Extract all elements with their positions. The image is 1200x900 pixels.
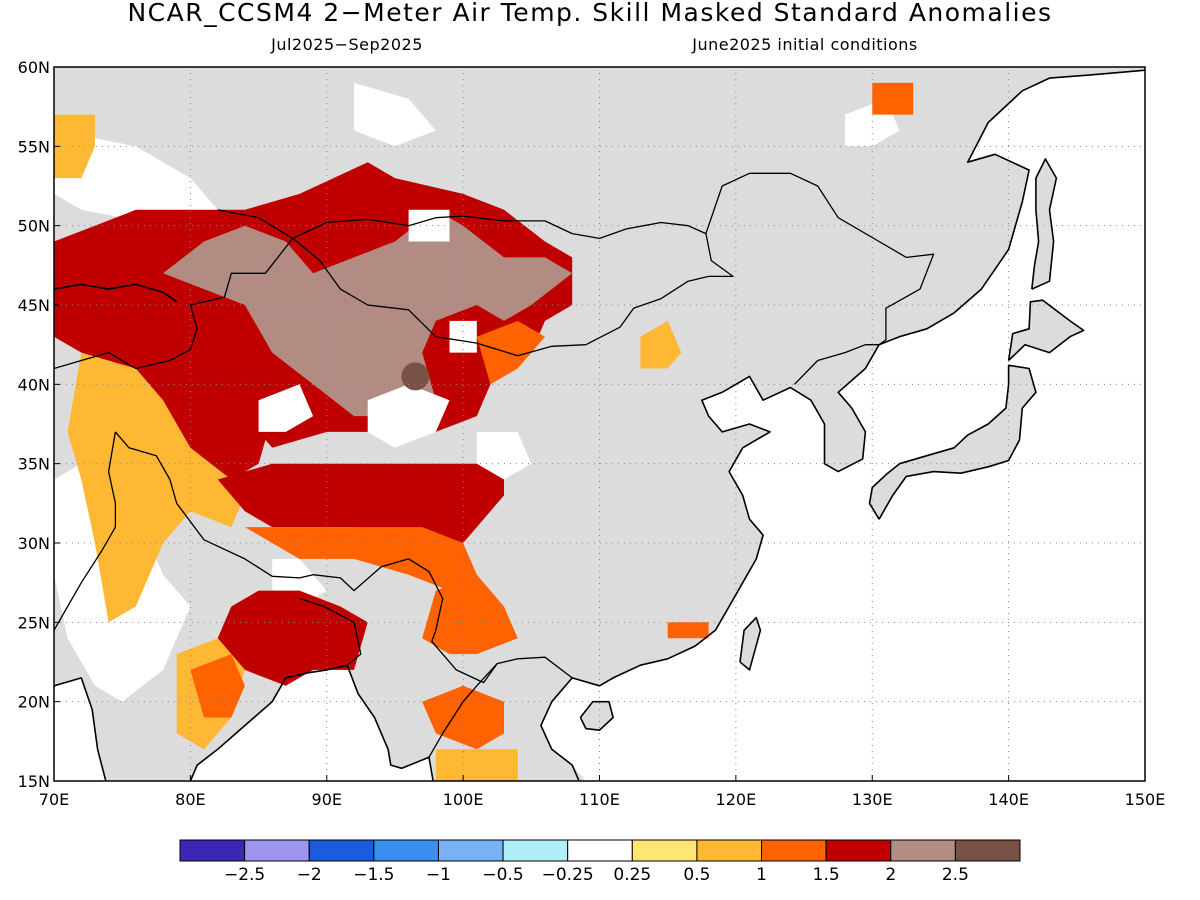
colorbar-swatch [696, 839, 763, 862]
colorbar-swatch [244, 839, 310, 862]
lat-label: 45N [18, 296, 50, 315]
colorbar-swatch [373, 839, 439, 862]
extreme-anomaly-spot [401, 362, 430, 391]
graticule [54, 67, 1145, 781]
russia-china-border [217, 172, 935, 346]
bangladesh-border [299, 597, 362, 666]
colorbar-label: −1.5 [353, 865, 394, 885]
sakhalin [1031, 158, 1058, 290]
lon-label: 120E [716, 790, 757, 809]
hainan-land [580, 701, 614, 731]
colorbar-swatch [954, 839, 1021, 862]
taiwan-land [740, 617, 761, 670]
sakhalin-land [1031, 159, 1057, 290]
lat-label: 30N [18, 534, 50, 553]
tibet-southern-margin [244, 527, 477, 591]
lat-label: 25N [18, 613, 50, 632]
honshu-land [869, 365, 1036, 520]
colorbar-swatch [502, 839, 569, 862]
lon-label: 70E [39, 790, 69, 809]
colorbar-swatch [761, 839, 827, 862]
bay-of-bengal-coast [271, 664, 434, 781]
honshu [868, 364, 1037, 520]
north-china-patch [640, 320, 682, 369]
colorbar-label: −0.25 [542, 865, 594, 885]
mongolia-kazakh-extreme-anomaly [163, 209, 573, 417]
colorbar-label: −1 [426, 865, 451, 885]
arctic-blank [354, 82, 436, 147]
lat-label: 20N [18, 693, 50, 712]
indochina-warm-patch [435, 749, 518, 781]
colorbar-label: 0.25 [613, 865, 651, 885]
china-coast [571, 69, 1145, 687]
western-siberia-blank [54, 130, 218, 226]
lat-label: 35N [18, 455, 50, 474]
lat-label: 60N [18, 58, 50, 77]
arabian-sea [54, 677, 106, 781]
india-east-coast [189, 701, 273, 781]
colorbar-label: 1 [756, 865, 767, 885]
hokkaido [1007, 299, 1085, 362]
hainan [579, 700, 614, 732]
colorbar-label: 2.5 [942, 865, 969, 885]
lat-label: 55N [18, 137, 50, 156]
plateau-gap-1 [367, 384, 450, 448]
colorbar-label: −0.5 [482, 865, 523, 885]
colorbar-label: 1.5 [813, 865, 840, 885]
central-asia-warm-tongue [67, 336, 245, 623]
lon-label: 130E [852, 790, 893, 809]
figure-title: NCAR_CCSM4 2−Meter Air Temp. Skill Maske… [127, 0, 1052, 27]
map-panel [53, 66, 1146, 782]
latitude-labels: 15N 20N 25N 30N 35N 40N 45N 50N 55N 60N [18, 58, 60, 791]
forecast-period: Jul2025−Sep2025 [270, 35, 423, 54]
central-gap [449, 320, 477, 353]
initial-conditions: June2025 initial conditions [691, 35, 918, 54]
central-asia-borders [54, 348, 191, 370]
colorbar: −2.5 −2 −1.5 −1 −0.5 −0.25 0.25 0.5 1 1.5 2 2.5 [179, 839, 1021, 885]
lon-label: 150E [1125, 790, 1166, 809]
south-china-orange-patch [667, 622, 709, 639]
colorbar-swatch [437, 839, 504, 862]
ocean-area [540, 70, 1145, 781]
bay-of-bengal [190, 665, 434, 781]
lon-label: 100E [443, 790, 484, 809]
himalaya-bengal-strong [217, 590, 368, 686]
lon-label: 110E [579, 790, 620, 809]
western-siberia-warm-edge [54, 114, 95, 179]
mongolia-china-border [292, 233, 734, 357]
map-content [54, 67, 1145, 781]
colorbar-label: 0.5 [683, 865, 710, 885]
colorbar-swatch [179, 839, 246, 862]
lon-label: 80E [175, 790, 205, 809]
pakistan-india-border [54, 431, 117, 631]
myanmar-thai-laos [428, 663, 498, 758]
colorbar-label: −2 [297, 865, 322, 885]
lat-label: 50N [18, 217, 50, 236]
taiwan [739, 616, 762, 671]
caspian-aral-coast [54, 283, 178, 303]
amur-orange-patch [872, 82, 914, 115]
tarim-gap [258, 384, 314, 432]
indochina-coast [540, 677, 580, 781]
colorbar-swatch [825, 839, 892, 862]
colorbar-swatch [308, 839, 375, 862]
yunnan-orange-patch [422, 574, 518, 655]
lon-label: 90E [312, 790, 342, 809]
longitude-labels: 70E 80E 90E 100E 110E 120E 130E 140E 150E [39, 775, 1166, 809]
colorbar-swatch [631, 839, 698, 862]
colorbar-label: −2.5 [224, 865, 265, 885]
colorbar-label: 2 [885, 865, 896, 885]
plateau-gap-2 [476, 431, 532, 480]
lat-label: 40N [18, 375, 50, 394]
lat-label: 15N [18, 772, 50, 791]
colorbar-swatch [567, 839, 633, 862]
korea-border [794, 344, 880, 385]
inner-mongolia-orange-patch [476, 320, 545, 385]
lon-label: 140E [988, 790, 1029, 809]
kazakh-china-border [189, 237, 294, 350]
colorbar-swatch [890, 839, 956, 862]
south-asia-borders [114, 431, 573, 684]
india-west-coast [54, 677, 107, 781]
